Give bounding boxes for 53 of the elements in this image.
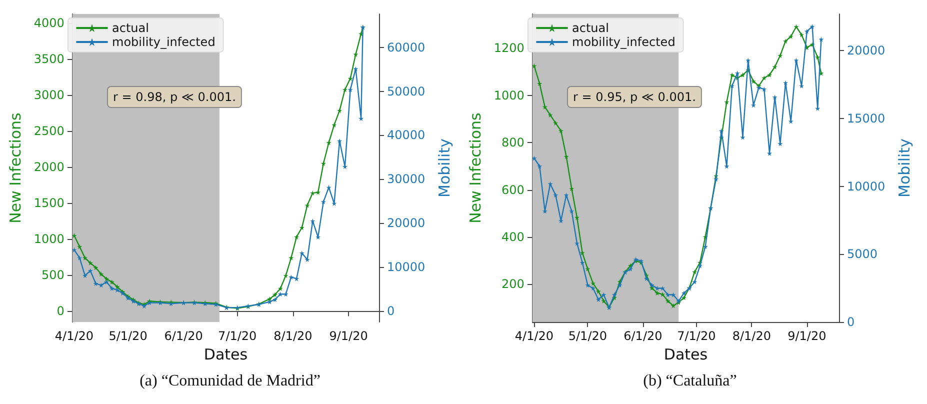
legend-label: mobility_infected [112, 35, 216, 49]
y2-tick-label: 30000 [387, 172, 426, 186]
y2-axis-title: Mobility [436, 138, 454, 198]
y-tick-label: 800 [502, 136, 524, 150]
annotation: r = 0.95, p ≪ 0.001. [573, 90, 696, 104]
y2-tick-label: 10000 [387, 260, 426, 274]
x-axis-title: Dates [664, 345, 708, 364]
y-tick-label: 1000 [494, 88, 524, 102]
y-axis-title: New Infections [6, 112, 24, 224]
y2-tick-label: 5000 [847, 247, 878, 262]
y-tick-label: 1200 [494, 41, 524, 56]
y2-tick-label: 0 [847, 315, 855, 329]
legend-label: actual [572, 21, 609, 35]
x-tick-label: 6/1/20 [624, 329, 662, 343]
y-tick-label: 400 [502, 230, 524, 244]
y2-tick-label: 15000 [847, 111, 886, 126]
y-tick-label: 3000 [34, 88, 64, 102]
y2-tick-label: 40000 [387, 128, 426, 142]
y-tick-label: 4000 [34, 16, 64, 30]
annotation: r = 0.98, p ≪ 0.001. [113, 90, 236, 104]
y-tick-label: 3500 [34, 52, 64, 66]
x-tick-label: 4/1/20 [514, 329, 554, 343]
y-tick-label: 2500 [34, 124, 64, 138]
text: (b) “Cataluña” [643, 372, 737, 390]
y2-tick-label: 10000 [847, 179, 886, 194]
y-tick-label: 2000 [34, 160, 64, 174]
x-tick-label: 6/1/20 [164, 329, 203, 343]
x-tick-label: 9/1/20 [788, 329, 826, 343]
y2-tick-label: 60000 [387, 40, 426, 54]
x-tick-label: 5/1/20 [108, 329, 148, 343]
y-tick-label: 0 [56, 304, 64, 318]
x-tick-label: 8/1/20 [732, 329, 771, 343]
legend-label: mobility_infected [572, 35, 676, 49]
x-tick-label: 5/1/20 [568, 329, 608, 343]
x-axis-title: Dates [204, 345, 248, 364]
y2-axis-title: Mobility [896, 138, 914, 198]
text: (a) “Comunidad de Madrid” [140, 372, 320, 390]
y2-tick-label: 0 [387, 304, 395, 318]
y-tick-label: 600 [502, 182, 524, 197]
x-tick-label: 7/1/20 [677, 329, 716, 343]
y-tick-label: 500 [42, 268, 64, 282]
legend-label: actual [112, 21, 149, 35]
y2-tick-label: 20000 [847, 44, 886, 58]
x-tick-label: 7/1/20 [218, 329, 257, 343]
x-tick-label: 8/1/20 [274, 329, 312, 343]
y-axis-title: New Infections [466, 112, 484, 224]
y2-tick-label: 50000 [387, 84, 426, 98]
y-tick-label: 1000 [34, 232, 64, 246]
y-tick-label: 200 [502, 277, 524, 292]
y2-tick-label: 20000 [387, 216, 426, 230]
x-tick-label: 9/1/20 [329, 329, 368, 343]
x-tick-label: 4/1/20 [54, 329, 94, 343]
y-tick-label: 1500 [34, 196, 64, 210]
